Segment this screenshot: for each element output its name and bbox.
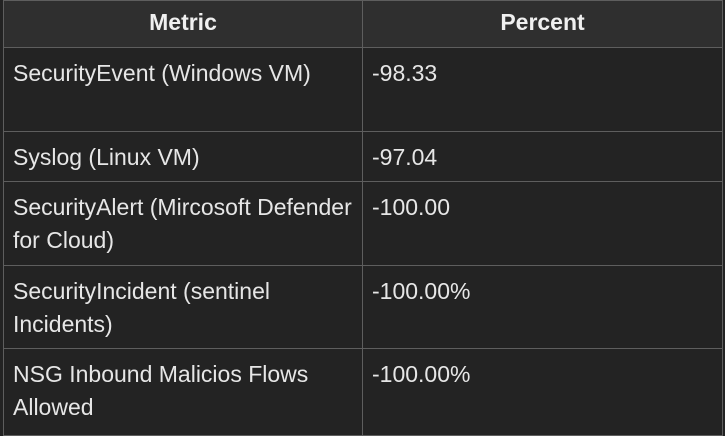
header-row: Metric Percent [3,0,723,48]
table-body: SecurityEvent (Windows VM) -98.33 Syslog… [3,47,723,436]
table-row: SecurityIncident (sentinel Incidents) -1… [3,265,723,349]
column-header-percent: Percent [362,0,723,48]
metric-cell: NSG Inbound Malicios Flows Allowed [3,348,363,436]
percent-cell: -98.33 [362,47,723,132]
table-row: Syslog (Linux VM) -97.04 [3,131,723,182]
metric-cell: SecurityIncident (sentinel Incidents) [3,265,363,349]
column-header-metric: Metric [3,0,363,48]
percent-cell: -97.04 [362,131,723,182]
table-row: SecurityAlert (Mircosoft Defender for Cl… [3,181,723,266]
table-row: NSG Inbound Malicios Flows Allowed -100.… [3,348,723,436]
percent-cell: -100.00 [362,181,723,266]
metric-cell: Syslog (Linux VM) [3,131,363,182]
metrics-table: Metric Percent SecurityEvent (Windows VM… [3,0,723,436]
metric-cell: SecurityAlert (Mircosoft Defender for Cl… [3,181,363,266]
metric-cell: SecurityEvent (Windows VM) [3,47,363,132]
table-header: Metric Percent [3,0,723,48]
table-row: SecurityEvent (Windows VM) -98.33 [3,47,723,132]
percent-cell: -100.00% [362,265,723,349]
percent-cell: -100.00% [362,348,723,436]
